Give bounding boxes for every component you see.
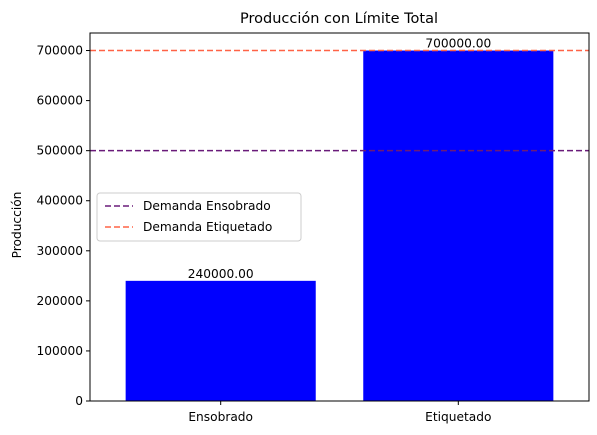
plot-area: 240000.00 700000.00 (90, 37, 589, 402)
y-tick-label: 300000 (36, 244, 83, 258)
x-tick-label: Ensobrado (188, 410, 253, 424)
plot-frame (89, 32, 590, 402)
y-tick-label: 500000 (36, 144, 83, 158)
legend: Demanda Ensobrado Demanda Etiquetado (96, 192, 302, 242)
y-tick-label: 0 (75, 394, 83, 408)
legend-box (96, 192, 302, 242)
legend-label-1: Demanda Etiquetado (143, 220, 272, 234)
chart-title: Producción con Límite Total (240, 11, 438, 27)
y-axis-label: Producción (10, 192, 24, 259)
y-tick-label: 100000 (36, 344, 83, 358)
y-tick-label: 200000 (36, 294, 83, 308)
bar-value-label: 700000.00 (425, 37, 491, 51)
legend-label-0: Demanda Ensobrado (143, 199, 271, 213)
bar-ensobrado (125, 280, 316, 401)
x-tick-label: Etiquetado (425, 410, 491, 424)
y-tick-label: 600000 (36, 94, 83, 108)
y-tick-label: 400000 (36, 194, 83, 208)
bar-value-label: 240000.00 (188, 267, 254, 281)
y-tick-label: 700000 (36, 44, 83, 58)
bar-etiquetado (363, 50, 554, 402)
